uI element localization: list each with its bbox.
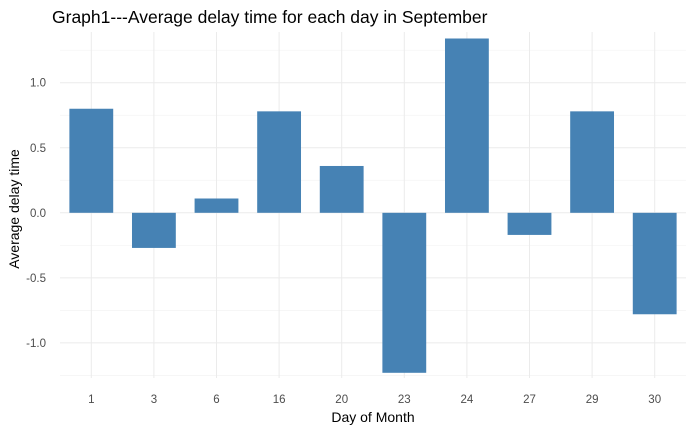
bar-day-6 <box>194 198 239 213</box>
bar-day-24 <box>444 38 489 213</box>
bar-day-20 <box>319 165 364 213</box>
y-tick-labels: -1.0 -0.5 0.0 0.5 1.0 <box>26 78 46 350</box>
x-axis-title: Day of Month <box>331 409 414 425</box>
x-tick-label: 29 <box>586 394 599 406</box>
bar-day-23 <box>382 212 427 373</box>
x-tick-label: 16 <box>273 394 286 406</box>
x-tick-label: 3 <box>151 394 157 406</box>
y-axis-title: Average delay time <box>6 149 22 269</box>
x-tick-label: 1 <box>88 394 94 406</box>
x-tick-label: 20 <box>335 394 348 406</box>
x-tick-label: 24 <box>461 394 474 406</box>
bar-day-1 <box>69 108 114 213</box>
bar-day-29 <box>570 111 615 213</box>
chart-title: Graph1---Average delay time for each day… <box>52 7 488 27</box>
y-tick-label: -1.0 <box>26 338 46 350</box>
y-tick-label: 0.0 <box>30 208 46 220</box>
bar-day-30 <box>632 212 677 315</box>
x-tick-label: 27 <box>523 394 536 406</box>
x-tick-label: 30 <box>648 394 661 406</box>
bars <box>69 38 677 373</box>
bar-day-3 <box>131 212 176 248</box>
y-tick-label: -0.5 <box>26 273 46 285</box>
x-tick-label: 6 <box>213 394 219 406</box>
x-tick-label: 23 <box>398 394 411 406</box>
y-tick-label: 1.0 <box>30 78 46 90</box>
bar-day-16 <box>257 111 302 213</box>
x-tick-labels: 1 3 6 16 20 23 24 27 29 30 <box>88 394 661 406</box>
y-tick-label: 0.5 <box>30 143 46 155</box>
bar-day-27 <box>507 212 552 235</box>
